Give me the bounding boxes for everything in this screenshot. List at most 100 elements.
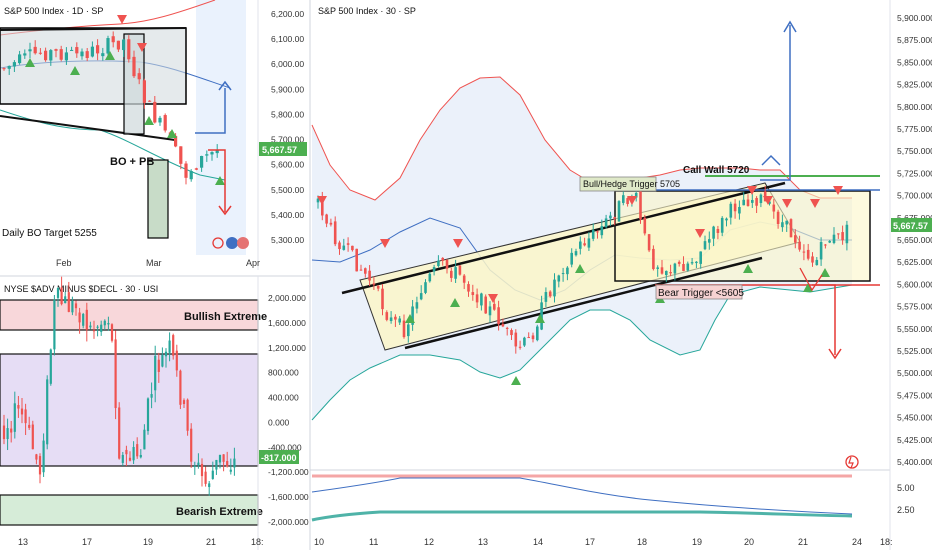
candle-body [841, 232, 844, 241]
y-tick-label: 5,650.000 [897, 235, 932, 245]
candle-body [74, 303, 78, 309]
sell-signal-marker [782, 199, 792, 208]
candle-body [12, 62, 16, 67]
candle-body [168, 340, 171, 353]
candle-body [699, 251, 702, 264]
candle-body [38, 456, 42, 475]
y-tick-label: 5,900.000 [897, 13, 932, 23]
candle-body [85, 309, 88, 330]
daily-candles [2, 15, 225, 185]
candle-body [23, 53, 27, 56]
candle-body [17, 405, 20, 409]
breadth-title[interactable]: NYSE $ADV MINUS $DECL · 30 · USI [4, 284, 158, 294]
candle-body [712, 226, 715, 239]
candle-body [222, 454, 225, 462]
y-tick-label: 5,750.000 [897, 146, 932, 156]
intraday-title[interactable]: S&P 500 Index · 30 · SP [318, 6, 416, 16]
bullish-extreme-zone [0, 299, 259, 331]
candle-body [2, 425, 6, 440]
candle-body [475, 294, 479, 303]
y-tick-label: 5,800.00 [271, 109, 304, 119]
candle-body [389, 317, 393, 322]
candle-body [531, 335, 535, 340]
candle-body [125, 449, 128, 455]
candle-body [182, 400, 186, 405]
y-tick-label: 1,600.000 [268, 318, 306, 328]
candle-body [150, 394, 153, 398]
breadth-panel: NYSE $ADV MINUS $DECL · 30 · USI Bullish… [0, 275, 310, 550]
intraday-down-arrowhead [828, 348, 842, 360]
candle-body [132, 56, 136, 77]
bullish-extreme-label: Bullish Extreme [184, 311, 267, 323]
buy-signal-marker [405, 314, 415, 323]
breadth-xtick: 21 [206, 537, 216, 547]
x-tick-label: 24 [852, 537, 862, 547]
candle-body [450, 270, 453, 278]
candle-body [394, 316, 397, 320]
candle-body [837, 233, 840, 235]
candle-body [85, 51, 89, 59]
lightning-icon [848, 456, 854, 469]
candle-body [493, 303, 496, 310]
osc-blue-line [311, 477, 853, 515]
candle-body [103, 320, 106, 326]
buy-signal-marker [820, 268, 830, 277]
bull-trigger-tag [579, 176, 657, 192]
candle-body [553, 279, 556, 297]
y-tick-label: 5,475.000 [897, 390, 932, 400]
daily-up-projection [195, 88, 226, 134]
daily-xtick: Apr [246, 258, 260, 268]
sell-signal-marker [695, 229, 705, 238]
alert-icon[interactable] [212, 237, 224, 249]
candle-body [716, 228, 720, 233]
candle-body [204, 471, 207, 484]
flag-event-icon[interactable] [237, 237, 249, 249]
candle-body [137, 73, 141, 80]
candle-body [368, 270, 371, 281]
y-tick-label: 5,450.000 [897, 413, 932, 423]
candle-body [665, 270, 668, 276]
candle-body [660, 267, 664, 274]
bear-trigger-tag [655, 284, 743, 300]
candle-body [190, 428, 193, 462]
y-tick-label: -400.000 [268, 442, 302, 452]
flag-us-icon[interactable] [226, 237, 238, 249]
candle-body [18, 54, 22, 64]
candle-body [690, 262, 694, 264]
breadth-xtick: 17 [82, 537, 92, 547]
candle-body [194, 168, 198, 170]
candle-body [622, 195, 625, 203]
candle-body [587, 238, 591, 248]
candle-body [798, 241, 801, 250]
sell-signal-marker [763, 196, 773, 205]
candle-body [424, 282, 427, 293]
candle-body [70, 49, 74, 51]
candle-body [35, 454, 38, 460]
candle-body [101, 53, 105, 57]
candle-body [609, 215, 612, 219]
candle-body [82, 313, 85, 326]
candle-body [505, 327, 509, 329]
candle-body [226, 461, 229, 467]
candle-body [462, 275, 466, 283]
channel-upper-line [341, 181, 786, 295]
breadth-value-badge [259, 450, 299, 464]
candle-body [33, 46, 37, 54]
candle-body [488, 306, 492, 316]
x-tick-label: 20 [744, 537, 754, 547]
sell-signal-marker [747, 186, 757, 195]
candle-body [64, 52, 68, 61]
y-tick-label: 5,700.00 [271, 135, 304, 145]
candle-body [338, 242, 341, 250]
candle-body [359, 269, 363, 271]
candle-body [686, 263, 690, 271]
candle-body [437, 260, 440, 267]
daily-title[interactable]: S&P 500 Index · 1D · SP [4, 6, 103, 16]
candle-body [2, 68, 6, 70]
candle-body [46, 379, 49, 445]
y-tick-label: 5,625.000 [897, 257, 932, 267]
event-alert-icon[interactable] [845, 455, 859, 469]
candle-body [136, 444, 139, 457]
candle-body [510, 330, 513, 336]
candle-body [720, 217, 724, 233]
